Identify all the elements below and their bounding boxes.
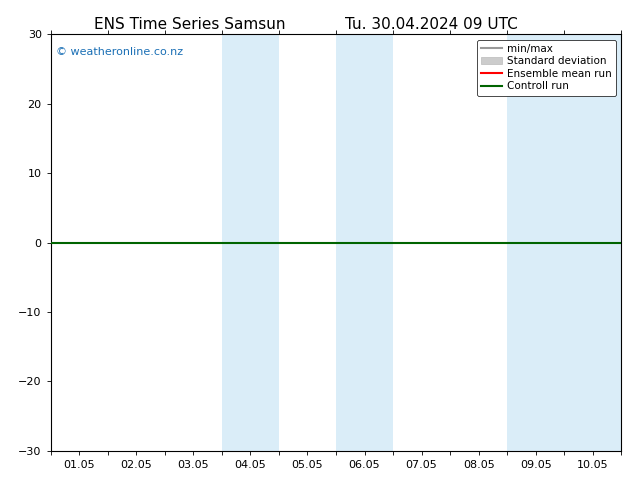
Text: Tu. 30.04.2024 09 UTC: Tu. 30.04.2024 09 UTC: [345, 17, 517, 32]
Legend: min/max, Standard deviation, Ensemble mean run, Controll run: min/max, Standard deviation, Ensemble me…: [477, 40, 616, 96]
Text: ENS Time Series Samsun: ENS Time Series Samsun: [94, 17, 286, 32]
Text: © weatheronline.co.nz: © weatheronline.co.nz: [56, 47, 184, 57]
Bar: [336, 34, 393, 451]
Bar: [564, 34, 621, 451]
Bar: [222, 34, 279, 451]
Bar: [507, 34, 564, 451]
